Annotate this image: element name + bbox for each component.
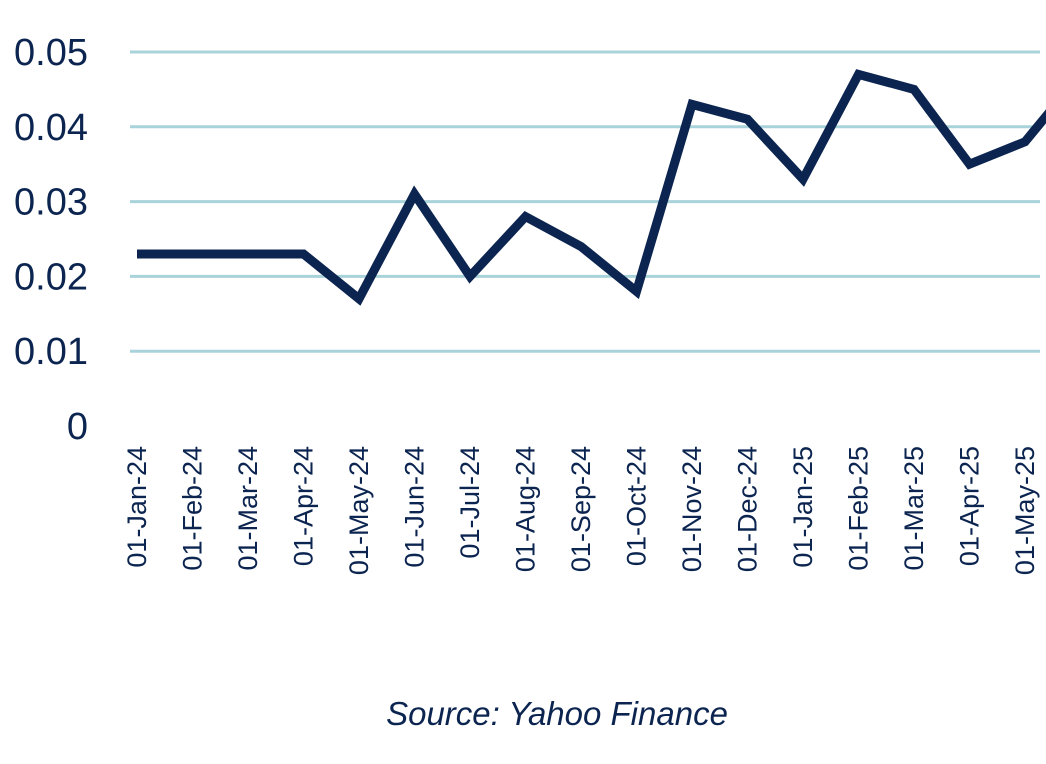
x-tick-label: 01-Jan-24 (122, 446, 152, 568)
x-tick-label: 01-Jul-24 (455, 446, 485, 559)
y-tick-label: 0.05 (14, 32, 88, 74)
series-line (137, 69, 1046, 306)
x-tick-label: 01-May-24 (344, 446, 374, 575)
source-note: Source: Yahoo Finance (386, 695, 728, 732)
x-tick-label: 01-May-25 (1010, 446, 1040, 575)
x-tick-label: 01-Oct-24 (622, 446, 652, 566)
x-tick-label: 01-Nov-24 (677, 446, 707, 572)
x-tick-label: 01-Dec-24 (733, 446, 763, 572)
x-axis: 01-Jan-24 01-Feb-24 01-Mar-24 01-Apr-24 01-M… (122, 446, 1040, 575)
x-tick-label: 01-Sep-24 (566, 446, 596, 572)
y-tick-label: 0.02 (14, 256, 88, 298)
x-tick-label: 01-Feb-24 (178, 446, 208, 571)
x-tick-label: 01-Apr-25 (955, 446, 985, 566)
y-tick-label: 0.04 (14, 107, 88, 149)
x-tick-label: 01-Jun-24 (400, 446, 430, 568)
x-tick-label: 01-Mar-24 (233, 446, 263, 571)
grid-lines (130, 50, 1040, 353)
x-tick-label: 01-Apr-24 (289, 446, 319, 566)
x-tick-label: 01-Mar-25 (899, 446, 929, 571)
x-tick-label: 01-Jan-25 (788, 446, 818, 568)
y-tick-label: 0.01 (14, 331, 88, 373)
series-group (137, 69, 1046, 306)
x-tick-label: 01-Aug-24 (511, 446, 541, 572)
y-tick-label: 0.03 (14, 182, 88, 224)
x-tick-label: 01-Feb-25 (844, 446, 874, 571)
y-tick-label: 0 (67, 406, 88, 448)
y-axis: 0 0.01 0.02 0.03 0.04 0.05 (14, 32, 88, 448)
